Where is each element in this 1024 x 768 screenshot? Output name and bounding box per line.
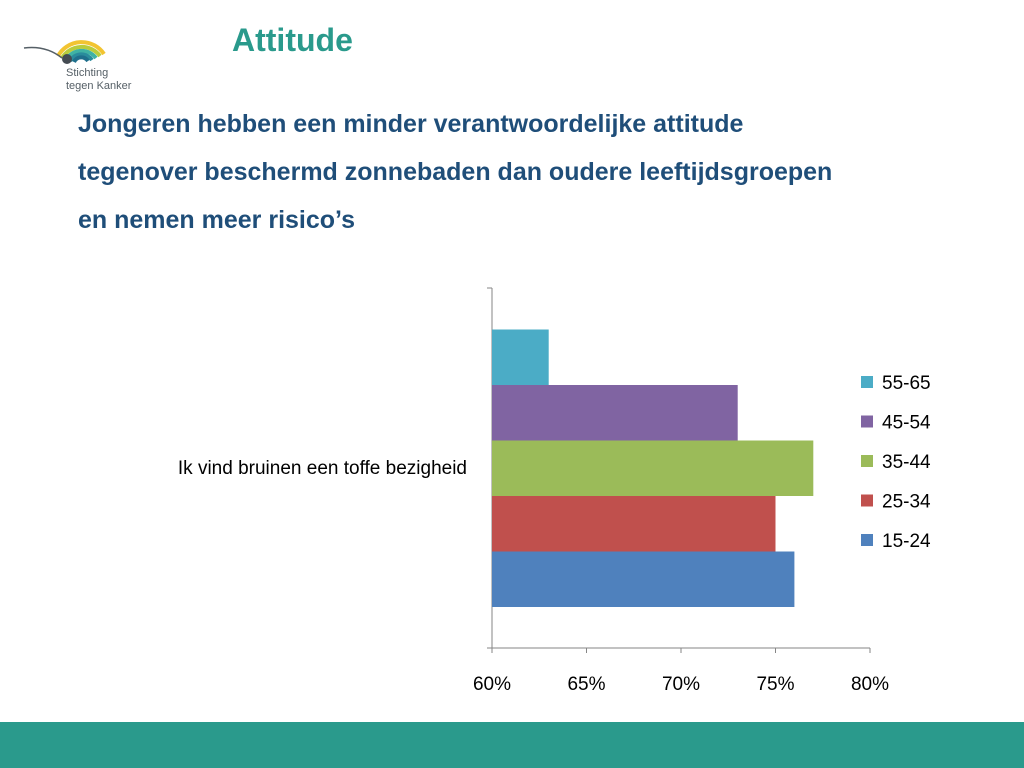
page-title: Attitude (232, 22, 353, 58)
legend-label: 55-65 (882, 373, 931, 394)
legend-swatch (861, 534, 873, 546)
subtitle-line-1: Jongeren hebben een minder verantwoordel… (78, 110, 744, 138)
legend-label: 15-24 (882, 531, 931, 552)
logo-text: Stichting tegen Kanker (66, 67, 131, 93)
legend-swatch (861, 494, 873, 507)
legend-label: 25-34 (882, 492, 931, 513)
legend-label: 45-54 (882, 413, 931, 434)
rainbow-arcs-logo-icon (23, 40, 106, 64)
logo-line-1: Stichting (66, 67, 109, 79)
bar-35-44 (492, 440, 814, 496)
x-tick-label: 75% (756, 674, 794, 695)
bar-25-34 (492, 496, 776, 552)
legend-label: 35-44 (882, 452, 931, 473)
logo-line-2: tegen Kanker (66, 80, 132, 92)
legend-swatch (861, 415, 873, 428)
category-label: Ik vind bruinen een toffe bezigheid (178, 458, 467, 479)
legend-swatch (861, 455, 873, 467)
horizontal-bar-chart: 60% 65% 70% 75% 80% Ik vind bruinen een toffe… (178, 287, 931, 695)
subtitle-line-3: en nemen meer risico’s (78, 206, 355, 234)
bar-55-65 (492, 329, 549, 385)
legend-swatch (861, 376, 873, 388)
bar-45-54 (492, 385, 738, 441)
x-tick-label: 60% (473, 674, 511, 695)
x-tick-label: 70% (662, 674, 700, 695)
slide-subtitle: Jongeren hebben een minder verantwoordel… (78, 100, 998, 244)
x-tick-label: 65% (567, 674, 605, 695)
x-tick-label: 80% (851, 674, 889, 695)
footer-bar (0, 722, 1024, 768)
bar-15-24 (492, 551, 795, 607)
subtitle-line-2: tegenover beschermd zonnebaden dan ouder… (78, 158, 833, 186)
